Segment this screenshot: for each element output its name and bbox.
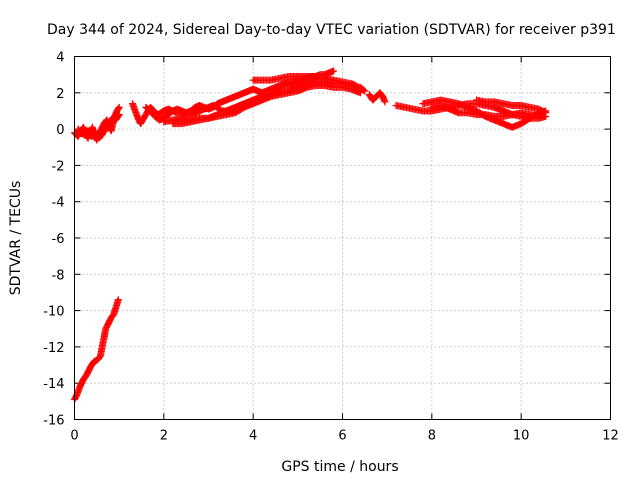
- x-tick-label: 2: [160, 429, 168, 444]
- y-tick-label: -4: [52, 196, 65, 211]
- data-point: [114, 296, 122, 304]
- y-tick-labels: -16 -14 -12 -10 -8 -6 -4 -2 0 2 4: [43, 51, 64, 429]
- chart-title: Day 344 of 2024, Sidereal Day-to-day VTE…: [47, 22, 616, 38]
- data-point: [542, 109, 550, 117]
- y-tick-label: -6: [52, 232, 65, 247]
- y-tick-label: 4: [56, 51, 64, 66]
- data-point: [115, 111, 123, 119]
- y-tick-label: -14: [43, 377, 64, 392]
- data-point: [360, 86, 368, 94]
- data-point: [535, 112, 543, 120]
- data-point: [115, 103, 123, 111]
- data-point: [114, 105, 122, 113]
- y-tick-label: 2: [56, 87, 64, 102]
- plot-frame: [74, 56, 611, 420]
- x-axis-title: GPS time / hours: [281, 459, 398, 475]
- y-tick-label: 0: [56, 123, 64, 138]
- x-tick-labels: 0 2 4 6 8 10 12: [70, 429, 618, 444]
- x-tick-label: 0: [70, 429, 78, 444]
- grid-lines: [74, 56, 611, 420]
- y-tick-label: -16: [43, 414, 64, 429]
- x-tick-label: 8: [428, 429, 436, 444]
- data-points: [71, 67, 550, 404]
- x-tick-label: 4: [249, 429, 257, 444]
- y-tick-label: -8: [52, 268, 65, 283]
- y-tick-label: -2: [52, 159, 65, 174]
- x-tick-label: 10: [513, 429, 530, 444]
- y-axis-title: SDTVAR / TECUs: [8, 181, 24, 296]
- data-point: [361, 87, 369, 95]
- x-tick-label: 6: [338, 429, 346, 444]
- data-point: [540, 108, 548, 116]
- data-point: [352, 82, 360, 90]
- y-tick-label: -12: [43, 341, 64, 356]
- y-tick-label: -10: [43, 305, 64, 320]
- data-point: [114, 112, 122, 120]
- data-point: [330, 67, 338, 75]
- data-point: [381, 98, 389, 106]
- x-tick-label: 12: [602, 429, 619, 444]
